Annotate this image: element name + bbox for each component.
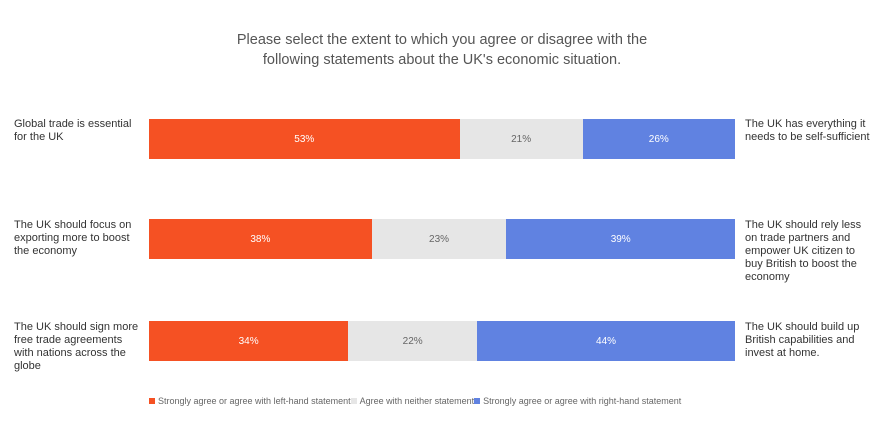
bar-segment-right: 39% xyxy=(506,219,735,259)
legend-label: Agree with neither statement xyxy=(359,396,475,406)
right-statement-label: The UK should build up British capabilit… xyxy=(745,321,860,359)
legend-swatch xyxy=(149,398,155,404)
legend-swatch xyxy=(350,398,357,404)
data-label: 26% xyxy=(648,133,669,145)
bar-segment-right: 44% xyxy=(477,321,735,361)
legend-item: Strongly agree or agree with right-hand … xyxy=(474,396,681,406)
bar-segment-left: 34% xyxy=(149,321,349,361)
data-label: 38% xyxy=(250,233,271,245)
legend-item: Agree with neither statement xyxy=(350,396,475,406)
bar-segment-neither: 21% xyxy=(459,119,583,159)
bar-segment-left: 53% xyxy=(149,119,460,159)
bar-segment-right: 26% xyxy=(582,119,735,159)
bar-segment-left: 38% xyxy=(149,219,372,259)
bar-row: 34% 22% 44% xyxy=(149,321,735,361)
left-statement-label: Global trade is essential for the UK xyxy=(14,118,132,143)
legend-label: Strongly agree or agree with right-hand … xyxy=(483,396,682,406)
left-statement-label: The UK should focus on exporting more to… xyxy=(14,219,132,257)
bar-segment-neither: 22% xyxy=(348,321,478,361)
data-label: 39% xyxy=(610,233,631,245)
data-label: 44% xyxy=(596,335,617,347)
bar-row: 38% 23% 39% xyxy=(149,219,735,259)
data-label: 53% xyxy=(294,133,315,145)
bar-segment-neither: 23% xyxy=(371,219,507,259)
right-statement-label: The UK has everything it needs to be sel… xyxy=(745,118,870,143)
bar-row: 53% 21% 26% xyxy=(149,119,735,159)
chart-title-line-2: following statements about the UK's econ… xyxy=(262,52,622,68)
chart-title: Please select the extent to which you ag… xyxy=(0,30,884,70)
chart-legend: Strongly agree or agree with left-hand s… xyxy=(149,396,681,406)
legend-swatch xyxy=(474,398,481,404)
right-statement-label: The UK should rely less on trade partner… xyxy=(745,219,862,283)
legend-label: Strongly agree or agree with left-hand s… xyxy=(158,396,351,406)
data-label: 22% xyxy=(402,335,423,347)
data-label: 23% xyxy=(429,233,450,245)
data-label: 21% xyxy=(511,133,532,145)
chart-title-line-1: Please select the extent to which you ag… xyxy=(236,32,648,48)
left-statement-label: The UK should sign more free trade agree… xyxy=(14,321,139,372)
legend-item: Strongly agree or agree with left-hand s… xyxy=(149,396,351,406)
data-label: 34% xyxy=(238,335,259,347)
